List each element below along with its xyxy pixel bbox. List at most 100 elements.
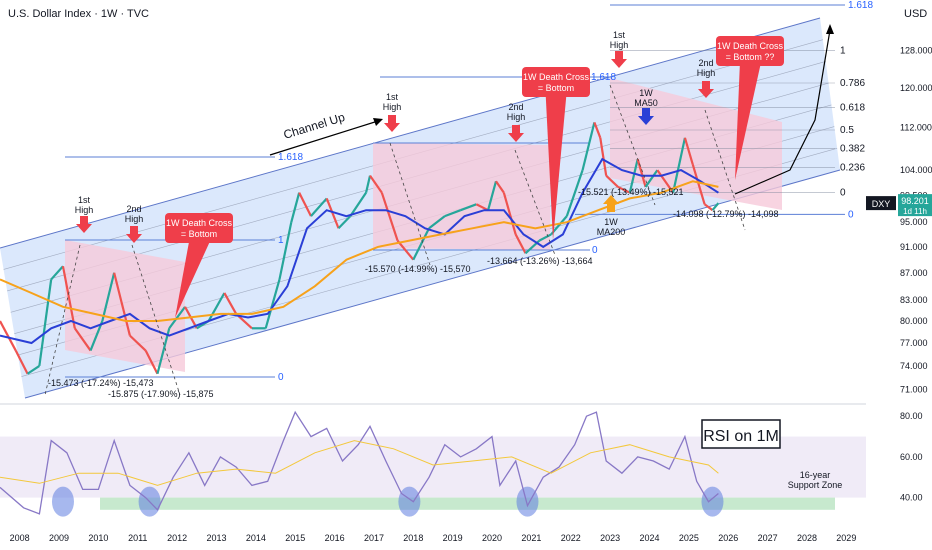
x-tick-2008: 2008 — [10, 533, 30, 543]
y-tick-2: 77.000 — [900, 338, 928, 348]
price-segment-51 — [628, 158, 639, 193]
x-tick-2013: 2013 — [206, 533, 226, 543]
x-tick-2010: 2010 — [88, 533, 108, 543]
price-segment-25 — [310, 197, 328, 217]
y-tick-9: 104.000 — [900, 165, 932, 175]
y-tick-11: 120.000 — [900, 83, 932, 93]
price-segment-36 — [460, 203, 477, 212]
price-segment-5 — [50, 265, 64, 281]
death-cross-2025-box — [716, 36, 784, 66]
price-segment-59 — [711, 202, 720, 211]
price-segment-48 — [599, 137, 608, 176]
ma200-label-0: 1W — [604, 217, 618, 227]
drop-2025-label: -14.098 (-12.79%) -14,098 — [673, 209, 779, 219]
rsi-y-tick-0: 40.00 — [900, 493, 923, 503]
death-cross-2011-text-0: 1W Death Cross — [166, 218, 233, 228]
second-high-2008-0: 2nd — [126, 204, 141, 214]
fib-2008-1-label: 1 — [278, 235, 284, 246]
price-segment-49 — [605, 174, 619, 188]
price-segment-55 — [672, 137, 687, 193]
first-high-2017-arrow — [384, 115, 400, 132]
channel-up-label: Channel Up — [282, 110, 347, 142]
price-segment-18 — [223, 292, 238, 315]
price-segment-4 — [38, 279, 53, 367]
price-segment-35 — [444, 209, 461, 218]
price-segment-23 — [290, 192, 301, 223]
x-tick-2018: 2018 — [403, 533, 423, 543]
projection-curve — [734, 29, 831, 195]
price-segment-47 — [593, 121, 602, 139]
drop-line-2008b — [131, 244, 181, 396]
first-high-2022-1: High — [610, 40, 629, 50]
drop-line-2008a — [44, 244, 81, 396]
x-tick-2020: 2020 — [482, 533, 502, 543]
fib-level-label-5: 0.236 — [840, 162, 865, 173]
death-cross-2021-box — [522, 67, 590, 97]
price-segment-27 — [337, 215, 352, 230]
price-segment-41 — [514, 233, 527, 254]
cycle-zone-2008 — [65, 240, 185, 372]
price-segment-10 — [113, 272, 131, 336]
fib-level-label-2: 0.618 — [840, 102, 865, 113]
price-segment-3 — [26, 364, 40, 375]
price-segment-1 — [0, 320, 17, 352]
x-tick-2011: 2011 — [128, 533, 147, 543]
price-segment-12 — [144, 350, 159, 375]
x-tick-2021: 2021 — [521, 533, 541, 543]
price-segment-26 — [325, 198, 340, 229]
price-segment-28 — [349, 192, 367, 217]
y-tick-1: 74.000 — [900, 361, 928, 371]
rsi-support-label-1: Support Zone — [788, 480, 843, 490]
y-tick-10: 112.000 — [900, 122, 932, 132]
drop-line-2020 — [514, 149, 556, 256]
price-segment-7 — [73, 327, 92, 352]
series-ma200 — [0, 180, 719, 322]
y-tick-5: 87.000 — [900, 268, 928, 278]
first-high-2008-arrow — [76, 216, 92, 233]
fib-level-label-4: 0.382 — [840, 143, 865, 154]
price-segment-39 — [495, 180, 505, 194]
x-tick-2015: 2015 — [285, 533, 305, 543]
price-badge-bg — [898, 194, 932, 217]
price-segment-2 — [14, 350, 29, 375]
price-segment-31 — [380, 192, 399, 241]
death-cross-2011-text-1: = Bottom — [181, 229, 217, 239]
death-cross-2025-pointer — [735, 66, 761, 180]
death-cross-2011-pointer — [175, 243, 210, 318]
x-tick-2023: 2023 — [600, 533, 620, 543]
rsi-support-touch-4 — [701, 486, 724, 517]
drop-2017-label: -15.570 (-14.99%) -15,570 — [365, 264, 471, 274]
price-segment-21 — [264, 279, 281, 329]
ma200-label-1: MA200 — [597, 227, 626, 237]
price-segment-56 — [683, 137, 694, 165]
rsi-y-tick-2: 80.00 — [900, 411, 923, 421]
ma50-arrow — [638, 108, 654, 125]
price-segment-38 — [487, 180, 498, 211]
rsi-y-tick-1: 60.00 — [900, 452, 923, 462]
symbol-header: U.S. Dollar Index · 1W · TVC — [8, 8, 149, 20]
second-high-2020-1: High — [507, 112, 526, 122]
x-tick-2022: 2022 — [561, 533, 581, 543]
second-high-2020-0: 2nd — [508, 102, 523, 112]
price-segment-52 — [636, 158, 647, 188]
rsi-support-touch-3 — [516, 486, 539, 517]
fib-2008-1618-label: 1.618 — [278, 152, 303, 163]
price-segment-34 — [428, 215, 446, 230]
fib-level-label-0: 1 — [840, 46, 846, 57]
y-tick-7: 95.000 — [900, 217, 928, 227]
price-segment-45 — [565, 169, 584, 217]
death-cross-2025-text-1: = Bottom ?? — [726, 52, 775, 62]
fib-level-label-6: 0 — [840, 188, 846, 199]
x-tick-2012: 2012 — [167, 533, 187, 543]
second-high-2025-0: 2nd — [698, 58, 713, 68]
rsi-series-rsi — [0, 410, 719, 515]
price-segment-46 — [581, 122, 596, 171]
second-high-2025-arrow — [698, 81, 714, 98]
channel-up-arrow-line — [269, 120, 379, 156]
fib-2022-1618-label: 1.618 — [848, 0, 873, 11]
x-tick-2026: 2026 — [718, 533, 738, 543]
x-tick-2009: 2009 — [49, 533, 69, 543]
y-tick-0: 71.000 — [900, 385, 928, 395]
